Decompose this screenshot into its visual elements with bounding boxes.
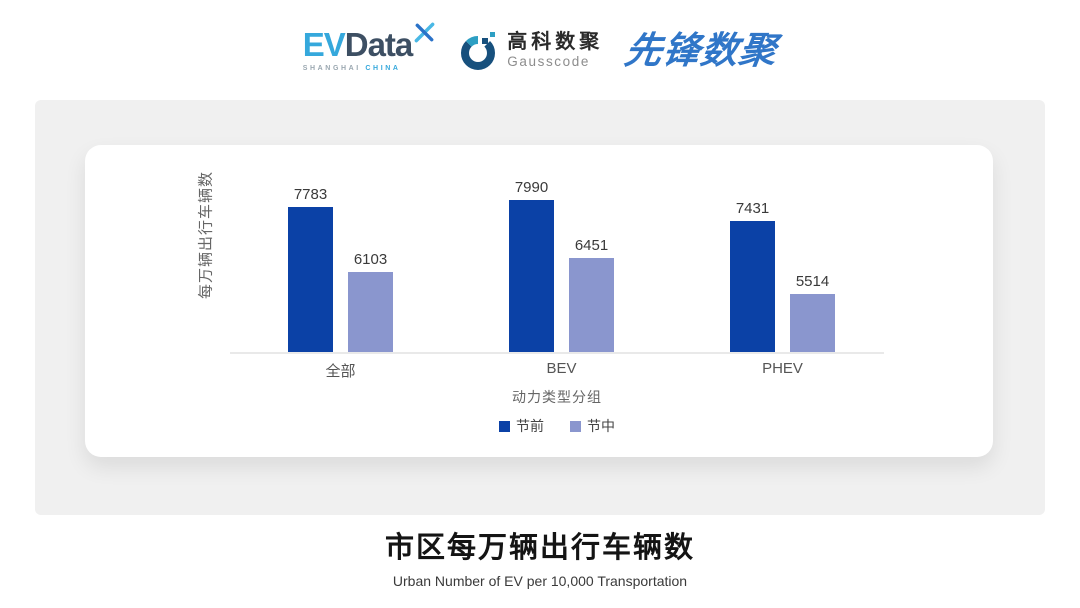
bar-group-0: 7783 6103 <box>288 186 393 352</box>
gausscode-logo: 高科数聚 Gausscode <box>458 29 603 71</box>
category-label-PHEV: PHEV <box>762 360 803 377</box>
category-label-全部: 全部 <box>325 363 356 380</box>
bar-value-label: 7431 <box>735 199 770 217</box>
bar-节中-PHEV[interactable]: 5514 <box>790 273 835 352</box>
chart-panel: 每万辆出行车辆数 7783 6103 7990 6451 7431 5514 全部 BEV P… <box>35 100 1045 515</box>
legend-label: 节前 <box>516 418 544 434</box>
bar-节前-全部[interactable]: 7783 <box>288 186 333 352</box>
legend-item-节中[interactable]: 节中 <box>570 416 615 436</box>
legend-swatch <box>499 420 510 432</box>
footer: 市区每万辆出行车辆数 Urban Number of EV per 10,000… <box>0 524 1080 589</box>
category-axis: 全部 BEV PHEV <box>230 360 884 381</box>
evdata-text-data: Data <box>344 26 414 63</box>
chart-subtitle: Urban Number of EV per 10,000 Transporta… <box>392 573 688 589</box>
evdata-logo: EV Data SHANGHAI CHINA <box>302 22 437 72</box>
bar-value-label: 6451 <box>574 237 609 255</box>
x-axis-title: 动力类型分组 <box>512 389 602 405</box>
legend-label: 节中 <box>587 418 615 434</box>
evdata-sub-china: CHINA <box>365 65 401 72</box>
evdata-sub-shanghai: SHANGHAI <box>302 65 361 72</box>
bar-value-label: 6103 <box>353 250 388 268</box>
header: EV Data SHANGHAI CHINA 高科数聚 Gau <box>0 0 1080 100</box>
x-axis-line <box>230 352 884 354</box>
evdata-subtext: SHANGHAI CHINA <box>303 65 437 72</box>
gausscode-name-en: Gausscode <box>507 54 590 69</box>
bar-value-label: 5514 <box>795 273 830 291</box>
bar-节前-BEV[interactable]: 7990 <box>509 179 554 352</box>
y-axis-label: 每万辆出行车辆数 <box>197 170 215 300</box>
bar-节中-BEV[interactable]: 6451 <box>569 237 614 352</box>
chart-title: 市区每万辆出行车辆数 <box>384 532 695 564</box>
evdata-wordmark: EV Data <box>302 22 437 63</box>
legend-item-节前[interactable]: 节前 <box>499 416 544 436</box>
category-label-BEV: BEV <box>546 360 577 377</box>
evdata-text-ev: EV <box>302 26 346 63</box>
evdata-x-icon <box>414 22 435 43</box>
bar-value-label: 7783 <box>293 186 328 204</box>
gausscode-name-cn: 高科数聚 <box>507 31 604 53</box>
pioneer-logo: 先锋数聚 <box>622 29 781 71</box>
bar-group-2: 7431 5514 <box>730 200 835 352</box>
gausscode-text: 高科数聚 Gausscode <box>507 31 603 69</box>
legend: 节前 节中 <box>230 416 884 436</box>
bar-group-1: 7990 6451 <box>509 179 614 352</box>
bar-节中-全部[interactable]: 6103 <box>348 251 393 352</box>
chart-card: 每万辆出行车辆数 7783 6103 7990 6451 7431 5514 全部 BEV P… <box>85 145 993 457</box>
gausscode-icon <box>461 32 496 70</box>
legend-swatch <box>570 420 581 432</box>
bar-value-label: 7990 <box>514 178 549 196</box>
bar-节前-PHEV[interactable]: 7431 <box>730 200 775 352</box>
plot-area: 7783 6103 7990 6451 7431 5514 <box>230 179 884 352</box>
